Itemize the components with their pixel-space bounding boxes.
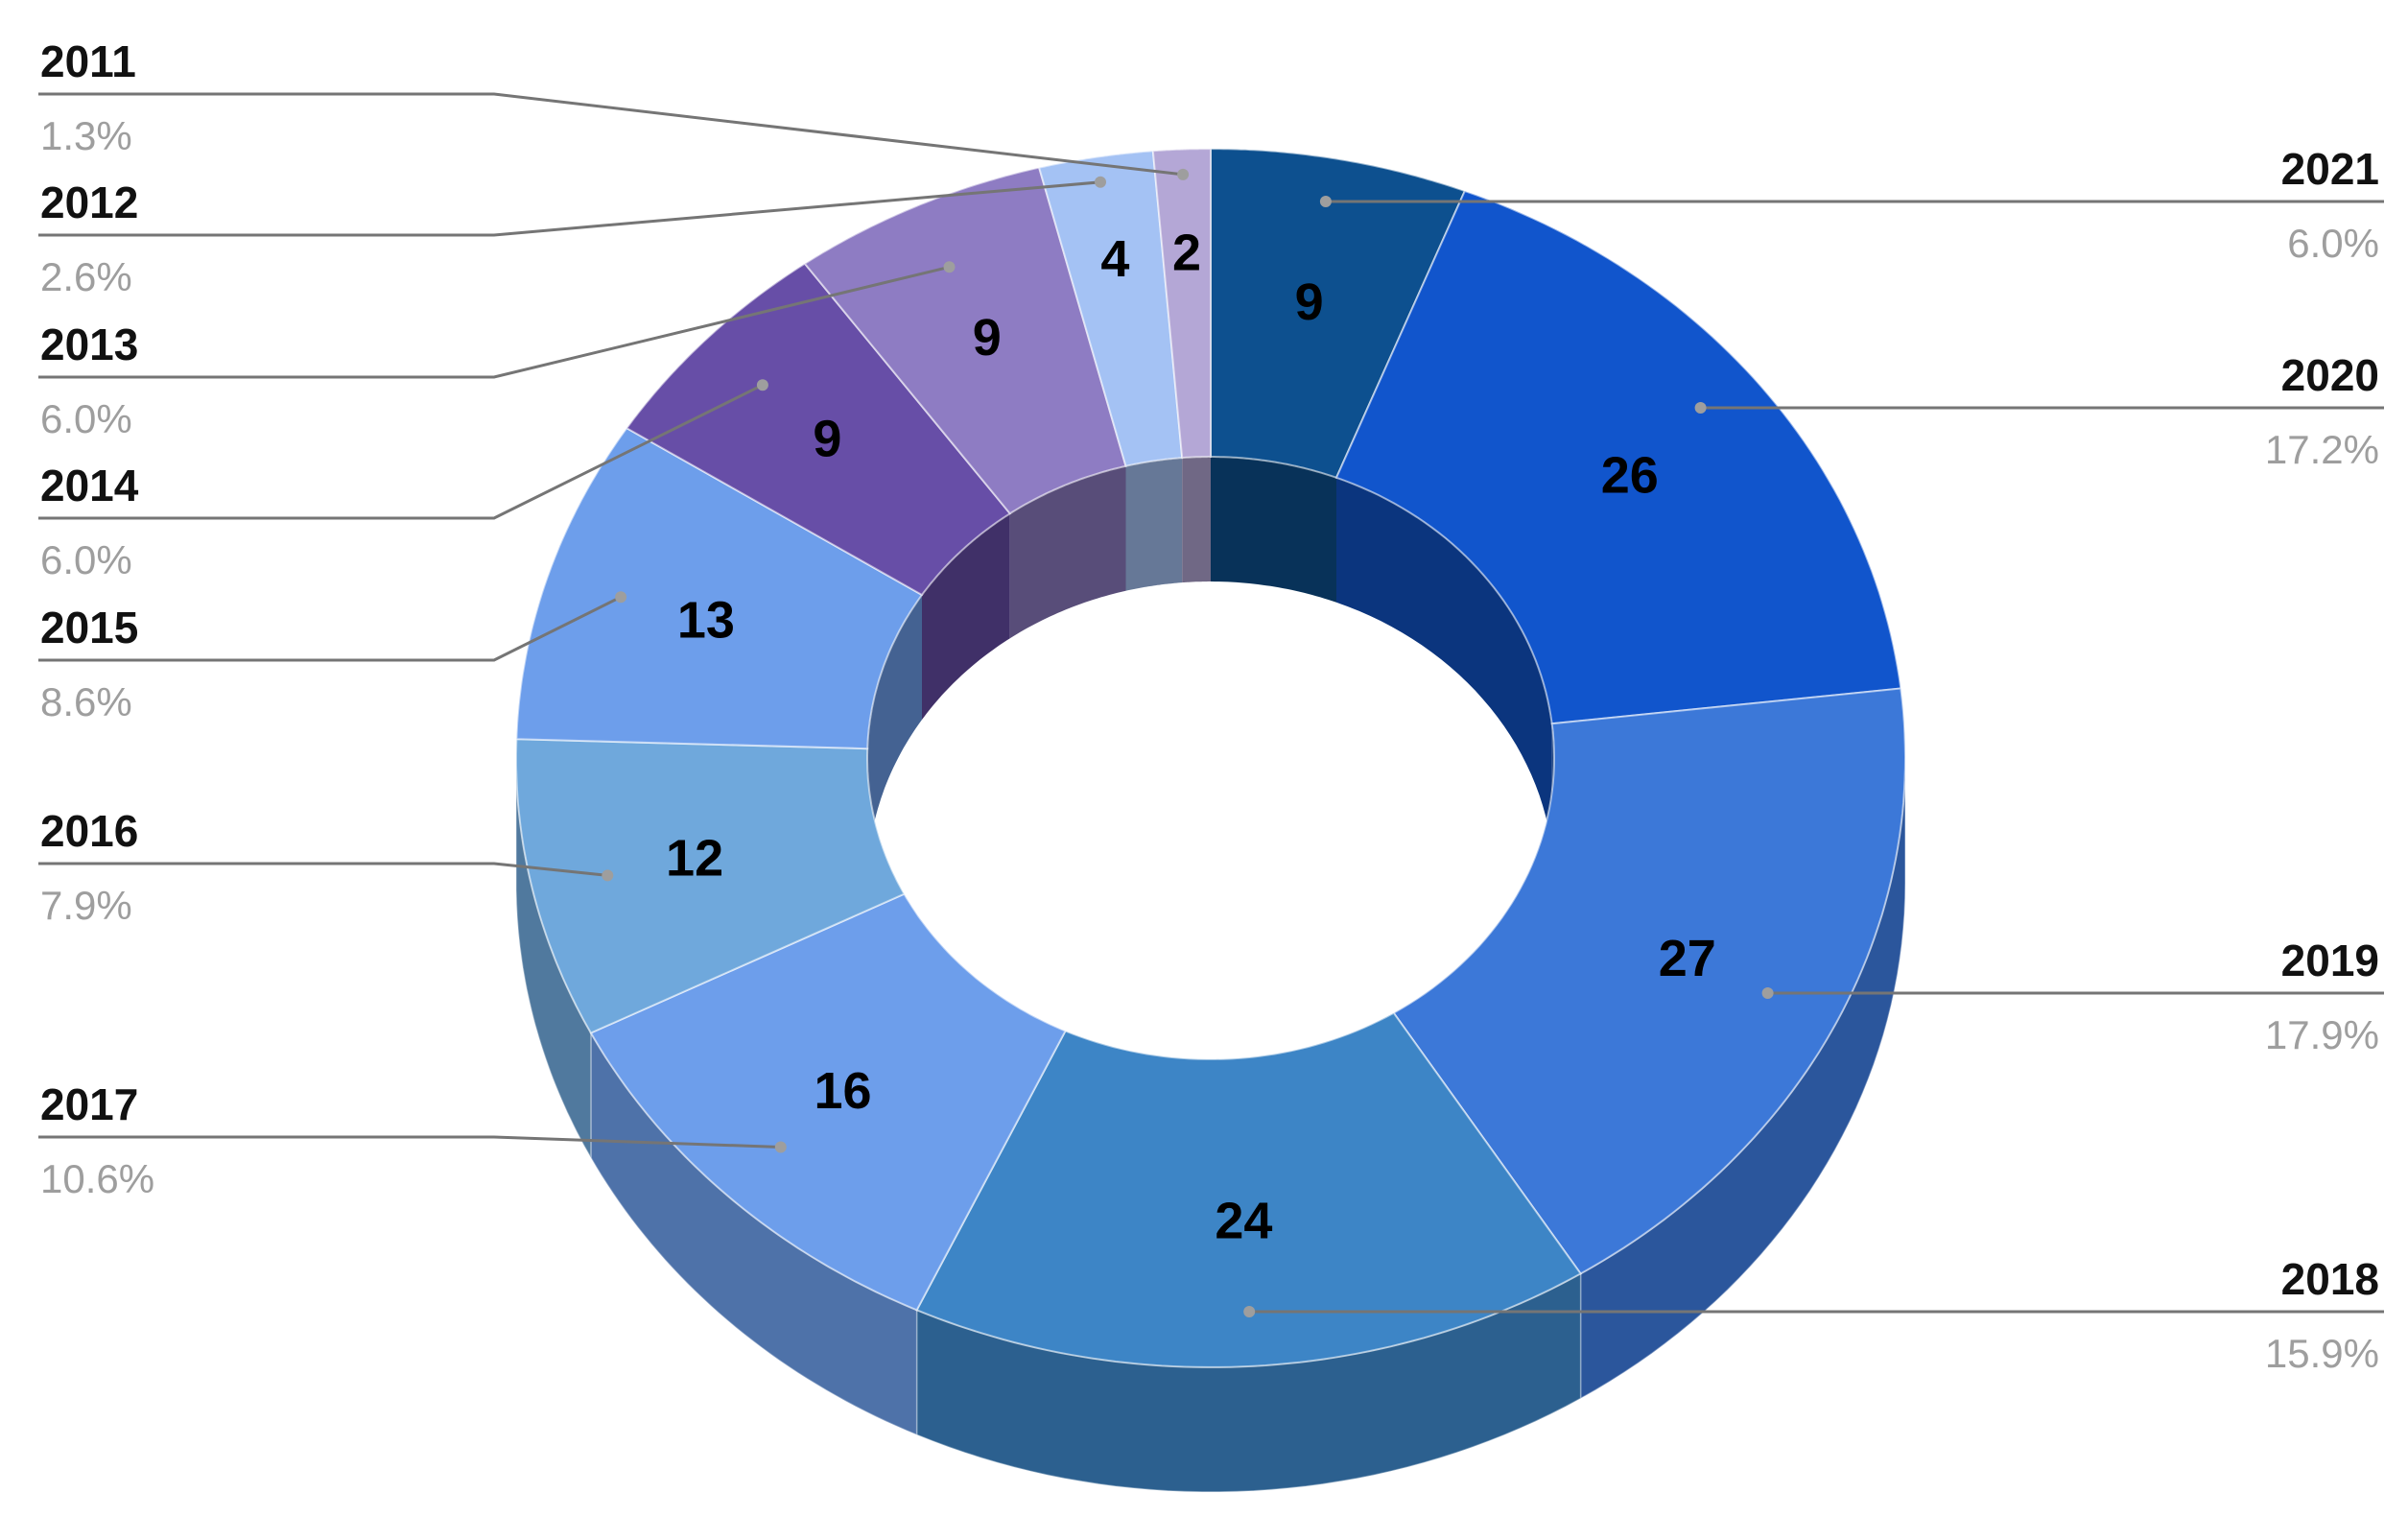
legend-percent-2020: 17.2% <box>2265 427 2379 472</box>
legend-year-2021: 2021 <box>2281 144 2379 194</box>
leader-dot-2017 <box>774 1141 787 1153</box>
inner-wall-2012-b <box>1125 458 1183 591</box>
legend-year-2012: 2012 <box>40 178 138 227</box>
slice-value-2015: 13 <box>677 591 735 649</box>
legend-year-2017: 2017 <box>40 1079 138 1129</box>
slice-value-2011: 2 <box>1172 224 1201 281</box>
slice-value-2014: 9 <box>813 410 841 467</box>
leader-line-2016 <box>38 862 608 877</box>
leader-line-2011 <box>38 92 1184 177</box>
leader-line-2014 <box>38 383 764 520</box>
slice-2011 <box>1151 148 1212 460</box>
inner-wall-2013-b <box>1009 465 1126 639</box>
legend-year-2016: 2016 <box>40 806 138 856</box>
leader-dot-2012 <box>1095 176 1106 188</box>
slice-2020 <box>1334 189 1902 725</box>
inner-wall-2014-b <box>922 513 1010 720</box>
legend-labels: 2021 6.0% 2020 17.2% 2019 17.9% 2018 15.9% 2017 1… <box>40 36 2379 1376</box>
inner-wall-2011-b <box>1182 457 1211 583</box>
slice-value-2016: 12 <box>666 830 723 888</box>
slice-value-2012: 4 <box>1100 230 1129 288</box>
legend-year-2013: 2013 <box>40 320 138 369</box>
legend-year-2014: 2014 <box>40 461 139 510</box>
leader-line-2013 <box>38 265 950 379</box>
legend-year-2020: 2020 <box>2281 350 2379 400</box>
leader-dot-2013 <box>943 261 956 273</box>
slice-value-2020: 26 <box>1601 447 1659 505</box>
leader-dot-2011 <box>1177 168 1190 180</box>
slice-value-2018: 24 <box>1215 1192 1272 1249</box>
legend-year-2019: 2019 <box>2281 936 2379 985</box>
slice-2019 <box>1392 687 1907 1275</box>
legend-percent-2015: 8.6% <box>40 679 132 724</box>
legend-percent-2019: 17.9% <box>2265 1012 2379 1057</box>
slice-value-2019: 27 <box>1659 930 1716 987</box>
donut-side-walls <box>515 757 1906 1493</box>
slice-2021 <box>1210 148 1467 480</box>
leader-dot-2018 <box>1243 1306 1256 1317</box>
slice-2017 <box>589 892 1067 1312</box>
slice-2014 <box>625 262 1012 597</box>
leader-dot-2015 <box>615 591 627 604</box>
leader-dot-2019 <box>1761 987 1774 999</box>
inner-wall-2020 <box>1336 477 1552 849</box>
leader-line-2017 <box>38 1135 781 1149</box>
inner-wall-2015-b <box>867 595 922 874</box>
legend-year-2018: 2018 <box>2281 1254 2379 1304</box>
leader-dot-2016 <box>602 869 614 882</box>
inner-wall-2021 <box>1211 457 1336 603</box>
slice-2018 <box>915 1011 1583 1368</box>
legend-percent-2014: 6.0% <box>40 537 132 582</box>
leader-dot-2020 <box>1694 402 1707 414</box>
donut-inner-walls <box>867 457 1554 883</box>
legend-percent-2012: 2.6% <box>40 254 132 299</box>
leader-dot-2014 <box>756 379 768 391</box>
donut-top-faces <box>515 148 1907 1368</box>
slice-value-2021: 9 <box>1295 273 1324 331</box>
legend-percent-2018: 15.9% <box>2265 1331 2379 1376</box>
slice-value-labels: 9 26 27 24 16 12 13 9 9 4 2 <box>666 224 1716 1249</box>
legend-year-2015: 2015 <box>40 603 138 652</box>
slice-2013 <box>803 166 1127 515</box>
slice-2015 <box>515 426 924 750</box>
legend-percent-2016: 7.9% <box>40 883 132 928</box>
leader-line-2015 <box>38 595 622 662</box>
legend-percent-2011: 1.3% <box>40 113 132 158</box>
slice-value-2017: 16 <box>814 1062 871 1120</box>
legend-percent-2021: 6.0% <box>2287 221 2379 266</box>
legend-percent-2013: 6.0% <box>40 396 132 441</box>
leader-line-2012 <box>38 180 1101 237</box>
legend-year-2011: 2011 <box>40 36 136 86</box>
legend-percent-2017: 10.6% <box>40 1156 154 1201</box>
slice-value-2013: 9 <box>973 309 1002 367</box>
slice-2016 <box>515 738 906 1034</box>
legend-leader-lines <box>38 92 2384 1317</box>
leader-dot-2021 <box>1319 196 1332 207</box>
